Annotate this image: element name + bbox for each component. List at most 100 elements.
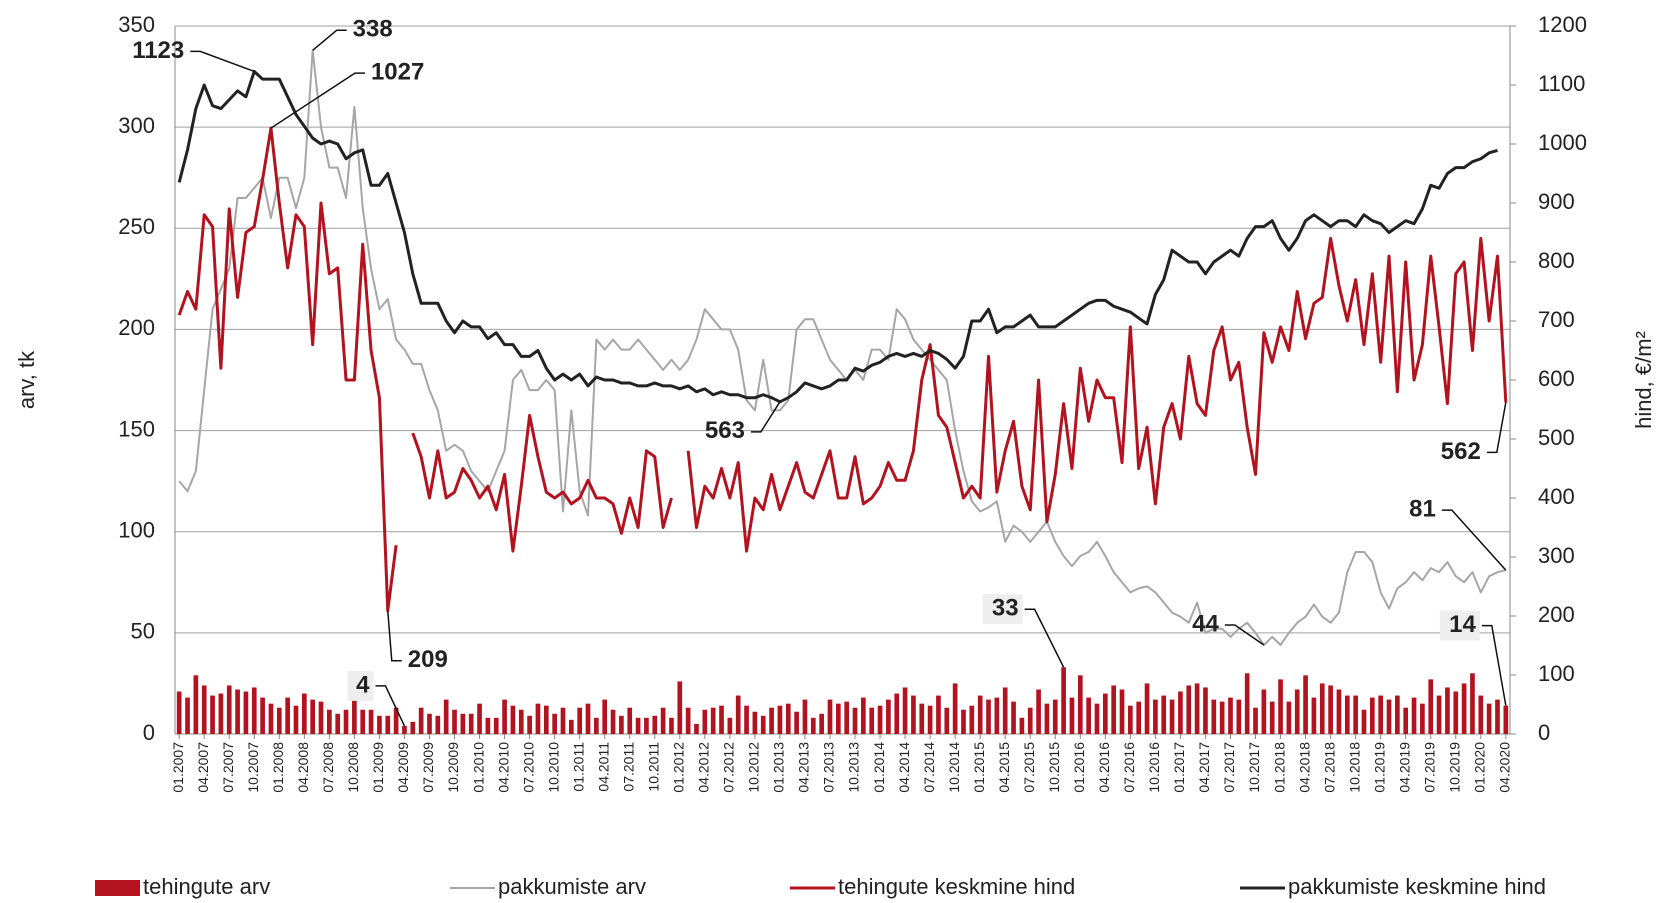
bar xyxy=(1295,689,1300,734)
x-tick-label: 04.2013 xyxy=(796,742,812,793)
bar xyxy=(1170,700,1175,734)
bar xyxy=(1270,702,1275,734)
chart: arv, tk hind, €/m² 050100150200250300350… xyxy=(0,0,1667,903)
data-label: 562 xyxy=(1441,438,1481,465)
bar xyxy=(1128,706,1133,734)
bar xyxy=(853,708,858,734)
legend-label: tehingute arv xyxy=(143,874,270,899)
bar xyxy=(1395,696,1400,734)
bar xyxy=(594,718,599,734)
bar xyxy=(210,696,215,734)
legend-label: pakkumiste keskmine hind xyxy=(1288,874,1546,899)
bar xyxy=(1095,704,1100,734)
bar xyxy=(728,718,733,734)
bar xyxy=(928,706,933,734)
bar xyxy=(1320,683,1325,734)
bar xyxy=(1453,692,1458,734)
y2-tick-label: 200 xyxy=(1538,602,1575,627)
bar xyxy=(519,710,524,734)
x-tick-label: 04.2019 xyxy=(1396,742,1412,793)
y2-tick-label: 300 xyxy=(1538,543,1575,568)
bar xyxy=(561,708,566,734)
bar xyxy=(177,692,182,734)
x-tick-label: 01.2011 xyxy=(570,742,586,792)
x-tick-label: 01.2020 xyxy=(1472,742,1488,793)
bar xyxy=(1061,667,1066,734)
bar xyxy=(1195,683,1200,734)
bar xyxy=(402,726,407,734)
bar xyxy=(486,718,491,734)
x-tick-label: 01.2016 xyxy=(1071,742,1087,793)
y-axis-title: arv, tk xyxy=(14,350,39,409)
bar xyxy=(244,692,249,734)
bar xyxy=(410,722,415,734)
bar xyxy=(1103,694,1108,734)
x-tick-label: 01.2009 xyxy=(370,742,386,793)
bar xyxy=(719,706,724,734)
bar xyxy=(1495,700,1500,734)
bar xyxy=(1161,696,1166,734)
bar xyxy=(1111,685,1116,734)
data-label: 81 xyxy=(1409,495,1436,522)
x-tick-label: 10.2011 xyxy=(645,742,661,792)
x-tick-label: 01.2018 xyxy=(1271,742,1287,793)
y2-tick-label: 600 xyxy=(1538,366,1575,391)
bar xyxy=(769,708,774,734)
bar xyxy=(1178,692,1183,734)
bar xyxy=(544,706,549,734)
x-tick-label: 07.2015 xyxy=(1021,742,1037,793)
x-tick-label: 01.2007 xyxy=(170,742,186,793)
y-tick-label: 0 xyxy=(143,720,155,745)
x-tick-label: 10.2008 xyxy=(345,742,361,793)
bar xyxy=(744,706,749,734)
bar xyxy=(1070,698,1075,734)
bar xyxy=(377,716,382,734)
bar xyxy=(894,694,899,734)
bar xyxy=(1220,702,1225,734)
bar xyxy=(1370,698,1375,734)
bar xyxy=(1345,696,1350,734)
bar xyxy=(919,704,924,734)
bar xyxy=(619,716,624,734)
bar xyxy=(1387,700,1392,734)
y2-tick-label: 100 xyxy=(1538,661,1575,686)
data-label: 338 xyxy=(353,16,393,43)
bar xyxy=(978,696,983,734)
x-tick-label: 10.2010 xyxy=(545,742,561,793)
x-tick-label: 01.2019 xyxy=(1371,742,1387,793)
bar xyxy=(911,696,916,734)
bar xyxy=(1211,700,1216,734)
bar xyxy=(944,708,949,734)
bar xyxy=(1153,700,1158,734)
y2-tick-label: 1100 xyxy=(1538,71,1585,96)
bar xyxy=(511,706,516,734)
bar xyxy=(1278,679,1283,734)
bar xyxy=(227,685,232,734)
bar xyxy=(786,704,791,734)
bar xyxy=(1203,687,1208,734)
bar xyxy=(444,700,449,734)
x-tick-label: 07.2013 xyxy=(821,742,837,793)
x-tick-label: 04.2018 xyxy=(1296,742,1312,793)
bar xyxy=(461,714,466,734)
bar xyxy=(1470,673,1475,734)
bar xyxy=(819,714,824,734)
x-tick-label: 10.2009 xyxy=(445,742,461,793)
bar xyxy=(1303,675,1308,734)
bar xyxy=(878,706,883,734)
y-tick-label: 250 xyxy=(118,214,155,239)
y2-tick-label: 400 xyxy=(1538,484,1575,509)
data-label: 1027 xyxy=(371,58,424,85)
x-tick-label: 01.2017 xyxy=(1171,742,1187,793)
x-tick-label: 10.2014 xyxy=(946,742,962,793)
x-tick-label: 04.2015 xyxy=(996,742,1012,793)
bar xyxy=(1253,708,1258,734)
x-tick-label: 10.2007 xyxy=(245,742,261,793)
bar xyxy=(652,716,657,734)
bar xyxy=(669,718,674,734)
x-tick-label: 07.2008 xyxy=(320,742,336,793)
x-tick-label: 04.2007 xyxy=(195,742,211,793)
bar xyxy=(711,708,716,734)
bar xyxy=(611,710,616,734)
legend-swatch xyxy=(95,880,140,896)
